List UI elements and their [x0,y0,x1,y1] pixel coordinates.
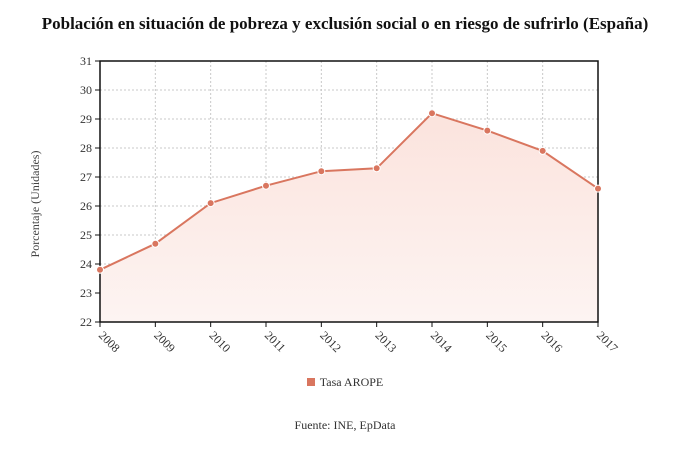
y-tick-label: 31 [80,54,92,68]
y-tick-label: 30 [80,83,92,97]
data-point-2011[interactable] [262,181,270,190]
x-tick-label: 2017 [594,328,621,355]
data-point-2015[interactable] [483,126,492,135]
series-line-tasa-arope [99,112,599,271]
data-point-2009[interactable] [151,239,160,248]
x-tick-label: 2008 [96,328,123,355]
data-point-2016[interactable] [538,146,547,155]
y-axis-label: Porcentaje (Unidades) [28,151,42,258]
x-tick-label: 2016 [539,328,566,355]
x-tick-label: 2014 [428,328,455,355]
legend: Tasa AROPE [0,375,690,390]
x-tick-label: 2010 [207,328,234,355]
y-tick-label: 25 [80,228,92,242]
x-tick-label: 2011 [262,328,289,355]
chart-title: Población en situación de pobreza y excl… [41,14,649,33]
y-tick-label: 24 [80,257,92,271]
x-tick-label: 2009 [151,328,178,355]
data-point-2017[interactable] [594,184,602,193]
data-point-2008[interactable] [96,265,104,274]
data-point-2010[interactable] [206,199,215,208]
y-axis-ticks: 22 23 24 25 26 27 28 29 30 31 [80,54,100,329]
source-note: Fuente: INE, EpData [294,418,396,432]
data-point-2012[interactable] [317,167,326,176]
y-tick-label: 22 [80,315,92,329]
y-tick-label: 28 [80,141,92,155]
y-tick-label: 29 [80,112,92,126]
y-tick-label: 23 [80,286,92,300]
area-fill [100,113,598,322]
legend-label: Tasa AROPE [319,375,384,389]
legend-swatch [306,378,315,386]
data-point-2014[interactable] [428,109,436,118]
y-tick-label: 26 [80,199,92,213]
x-axis-ticks: 2008 2009 2010 2011 2012 2013 2014 2015 2016 2017 [96,322,621,355]
x-tick-label: 2015 [483,328,510,355]
x-tick-label: 2012 [317,328,344,355]
x-tick-label: 2013 [373,328,400,355]
data-points [96,109,602,274]
y-tick-label: 27 [80,170,92,184]
data-point-2013[interactable] [372,164,381,173]
